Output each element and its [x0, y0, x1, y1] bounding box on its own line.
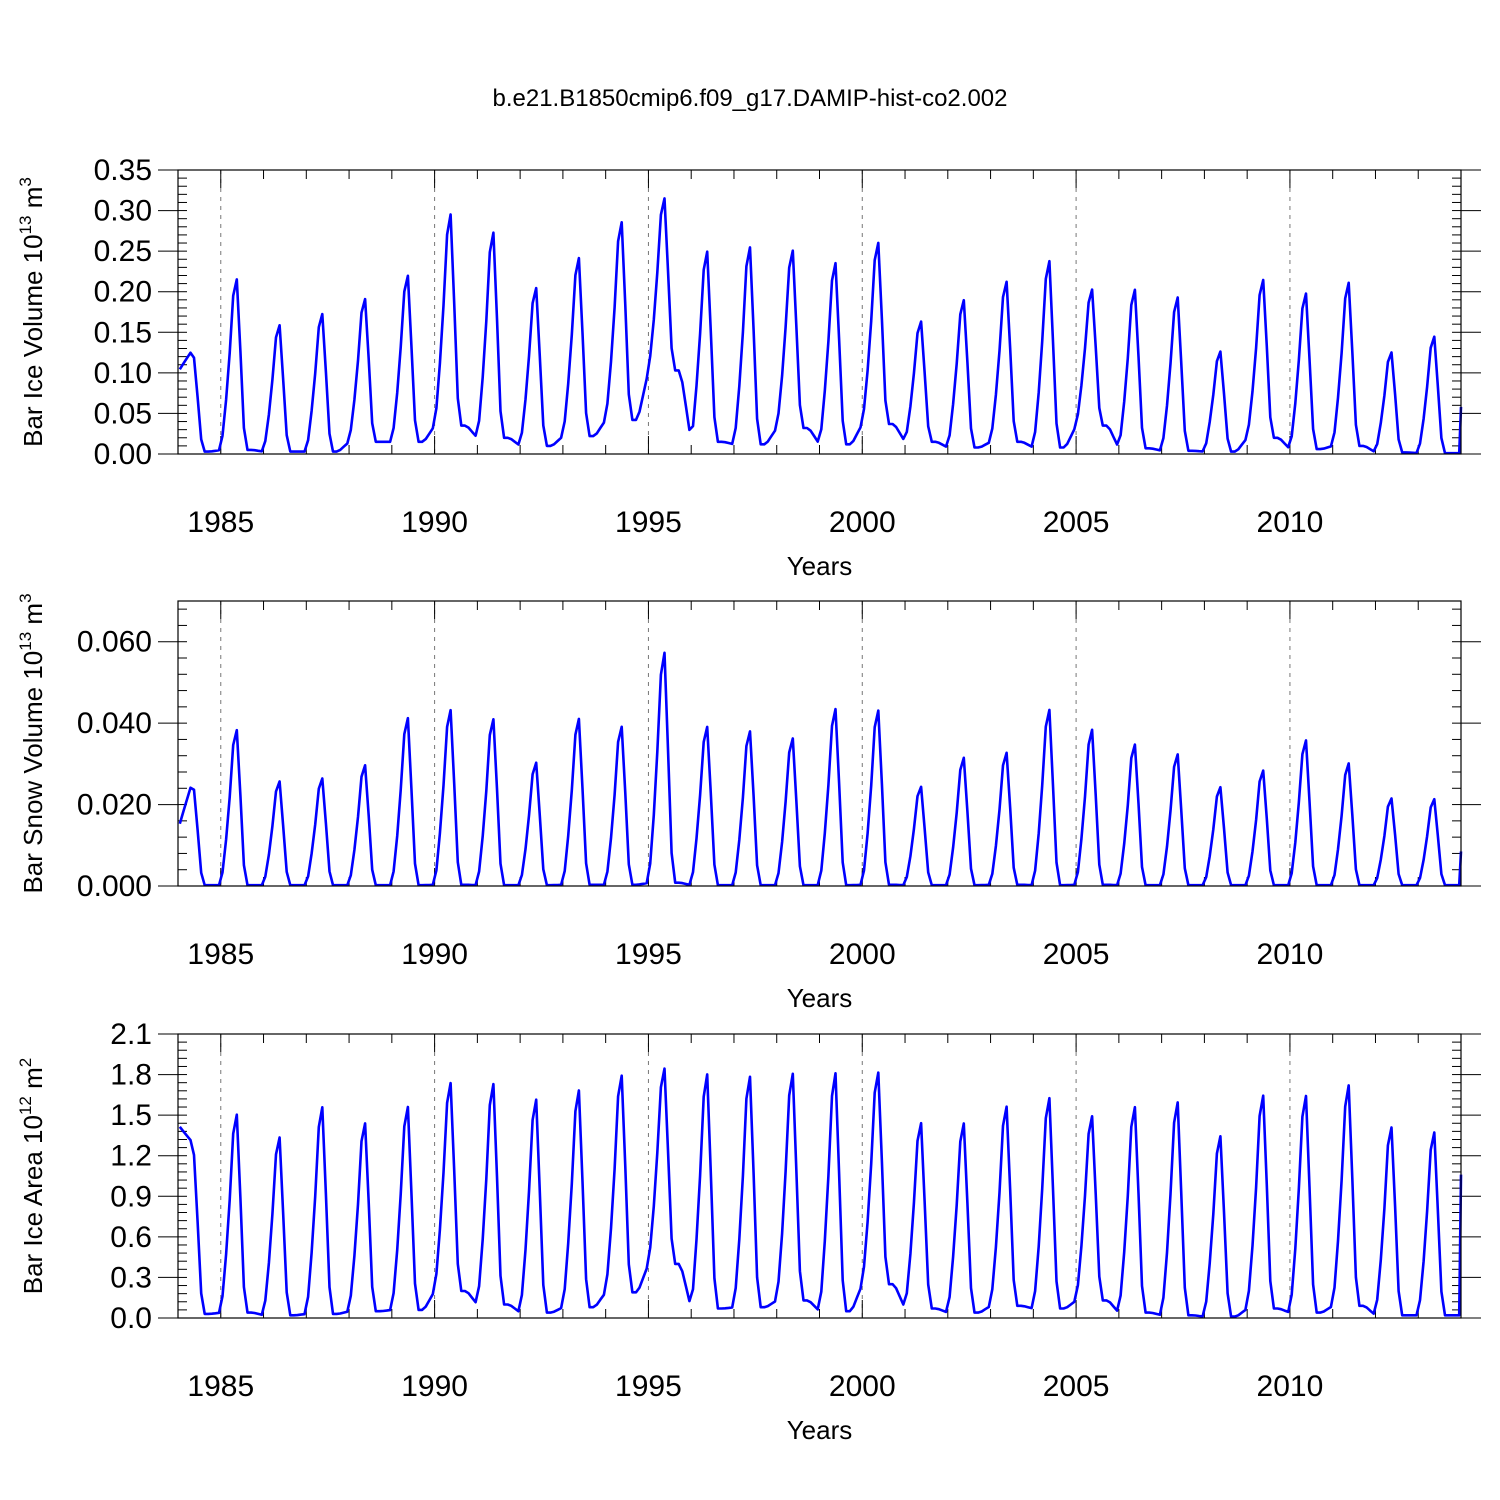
y-axis-label-ylabel-unit-exp: 2	[16, 1058, 35, 1067]
y-axis-label-ylabel-unit: m	[18, 1067, 48, 1096]
x-tick-label: 1995	[615, 1370, 682, 1403]
x-tick-label: 1985	[187, 1370, 254, 1403]
y-tick-label: 2.1	[110, 1018, 152, 1051]
y-tick-label: 0.05	[94, 397, 152, 430]
y-tick-label: 0.3	[110, 1261, 152, 1294]
y-tick-label: 0.6	[110, 1221, 152, 1254]
x-tick-label: 2000	[829, 506, 896, 539]
chart-panel-1: 0.00 0.05 0.10 0.15 0.20 0.25 0.30 0.35 1985 1990…	[16, 154, 1481, 581]
y-tick-label: 0.15	[94, 316, 152, 349]
y-tick-label: 0.060	[77, 626, 152, 659]
x-tick-label: 2005	[1043, 1370, 1110, 1403]
y-tick-label: 1.2	[110, 1140, 152, 1173]
x-tick-label: 2000	[829, 938, 896, 971]
x-tick-label: 2010	[1257, 938, 1324, 971]
x-tick-label: 1995	[615, 938, 682, 971]
y-tick-label: 0.0	[110, 1302, 152, 1335]
y-tick-label: 0.00	[94, 438, 152, 471]
figure-title: b.e21.B1850cmip6.f09_g17.DAMIP-hist-co2.…	[493, 85, 1008, 112]
y-axis-label: Bar Snow Volume 1013 m3	[16, 593, 48, 893]
x-tick-label: 2005	[1043, 506, 1110, 539]
y-axis-label-ylabel-exp: 13	[16, 632, 35, 651]
chart-panel-3: 0.0 0.3 0.6 0.9 1.2 1.5 1.8 2.1 1985 1990 1995 2000…	[16, 1018, 1481, 1445]
chart-panel-2: 0.000 0.020 0.040 0.060 1985 1990 1995 2000 2005…	[16, 593, 1481, 1013]
y-axis-label-ylabel: Bar Ice Volume 10	[18, 234, 48, 446]
y-axis-label-ylabel: Bar Ice Area 10	[18, 1115, 48, 1294]
x-tick-label: 2010	[1257, 506, 1324, 539]
panels: 0.00 0.05 0.10 0.15 0.20 0.25 0.30 0.35 1985 1990…	[16, 154, 1481, 1445]
y-tick-label: 0.25	[94, 235, 152, 268]
x-tick-label: 2000	[829, 1370, 896, 1403]
y-tick-label: 0.000	[77, 870, 152, 903]
y-tick-label: 1.5	[110, 1099, 152, 1132]
y-tick-label: 0.30	[94, 195, 152, 228]
y-axis-label-ylabel-unit: m	[18, 603, 48, 632]
x-tick-label: 1990	[401, 506, 468, 539]
x-axis-label: Years	[787, 983, 853, 1013]
series-line	[178, 1067, 1463, 1318]
y-tick-label: 1.8	[110, 1059, 152, 1092]
y-axis-label-ylabel-exp: 13	[16, 215, 35, 234]
x-axis-label: Years	[787, 551, 853, 581]
y-axis-label: Bar Ice Area 1012 m2	[16, 1058, 48, 1295]
x-axis-label: Years	[787, 1415, 853, 1445]
y-tick-label: 0.35	[94, 154, 152, 187]
y-tick-label: 0.040	[77, 707, 152, 740]
x-tick-label: 2010	[1257, 1370, 1324, 1403]
y-tick-label: 0.10	[94, 357, 152, 390]
x-tick-label: 1990	[401, 1370, 468, 1403]
y-axis-label-ylabel-unit-exp: 3	[16, 177, 35, 186]
x-tick-label: 1985	[187, 506, 254, 539]
y-tick-label: 0.20	[94, 276, 152, 309]
plot-frame	[177, 169, 1462, 455]
y-axis-label-ylabel-unit-exp: 3	[16, 593, 35, 602]
series-line	[178, 197, 1463, 455]
x-tick-label: 1985	[187, 938, 254, 971]
y-tick-label: 0.020	[77, 789, 152, 822]
x-tick-label: 2005	[1043, 938, 1110, 971]
x-tick-label: 1995	[615, 506, 682, 539]
series-line	[178, 651, 1463, 887]
plot-frame	[177, 1033, 1462, 1319]
y-axis-label-ylabel: Bar Snow Volume 10	[18, 651, 48, 894]
plot-frame	[177, 600, 1462, 887]
y-axis-label-ylabel-exp: 12	[16, 1096, 35, 1115]
x-tick-label: 1990	[401, 938, 468, 971]
y-axis-label: Bar Ice Volume 1013 m3	[16, 177, 48, 447]
y-tick-label: 0.9	[110, 1180, 152, 1213]
y-axis-label-ylabel-unit: m	[18, 187, 48, 216]
